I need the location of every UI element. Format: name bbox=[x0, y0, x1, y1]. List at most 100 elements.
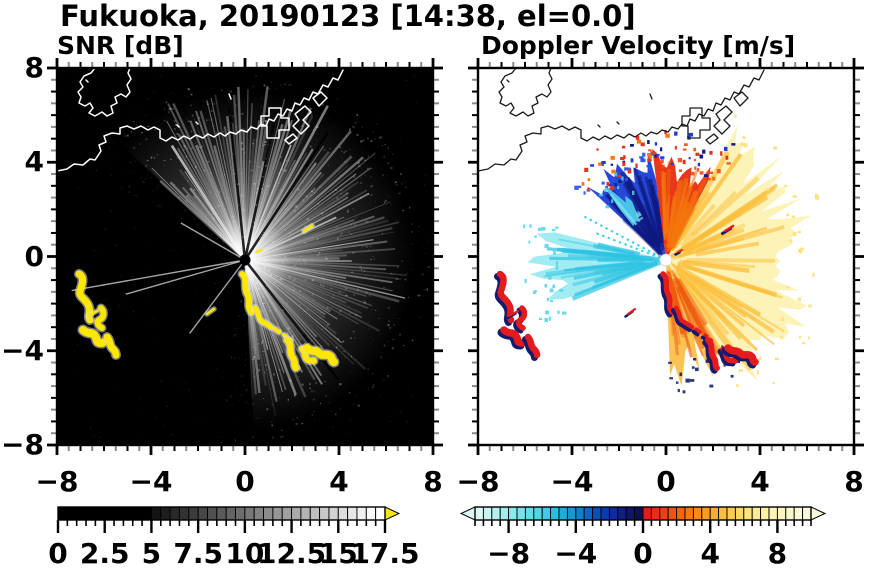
colorbar-tick-label: 10 bbox=[225, 537, 265, 570]
colorbar-block bbox=[113, 506, 124, 521]
x-tick-label: 8 bbox=[423, 465, 443, 498]
colorbar-tick-label: 12.5 bbox=[257, 537, 327, 570]
coast-mark bbox=[506, 79, 510, 83]
colorbar-tick-label: 0 bbox=[633, 537, 653, 570]
colorbar-block bbox=[751, 506, 762, 521]
coast-mark bbox=[195, 121, 199, 125]
x-tick-label: 0 bbox=[235, 465, 255, 498]
echo-patch bbox=[694, 327, 702, 334]
x-tick-label: 4 bbox=[329, 465, 349, 498]
colorbar-block bbox=[802, 506, 812, 521]
colorbar-block bbox=[566, 506, 577, 521]
snr-axes-frame bbox=[47, 58, 443, 455]
colorbar-tick-label: 15 bbox=[318, 537, 358, 570]
colorbar-block bbox=[197, 506, 208, 521]
colorbar-block bbox=[347, 506, 358, 521]
colorbar-block bbox=[94, 506, 106, 521]
dop-axes-frame bbox=[468, 58, 864, 455]
colorbar-over-arrow bbox=[384, 506, 401, 521]
echo-patch bbox=[103, 333, 120, 359]
doppler-wedge-cyan-patch bbox=[599, 172, 644, 227]
x-tick-label: −4 bbox=[550, 465, 594, 498]
colorbar-block bbox=[617, 506, 627, 521]
coast-mark bbox=[228, 93, 232, 100]
echo-patch bbox=[723, 224, 735, 233]
colorbar-block bbox=[583, 506, 594, 521]
colorbar-block bbox=[541, 506, 552, 521]
colorbar-tick-label: 8 bbox=[767, 537, 788, 570]
colorbar-under-arrow bbox=[459, 506, 476, 521]
doppler-dotted-rays bbox=[580, 214, 667, 261]
colorbar-block bbox=[793, 506, 804, 521]
radar-center-dot bbox=[659, 253, 673, 267]
colorbar-block bbox=[709, 506, 720, 521]
colorbar-block bbox=[608, 506, 619, 521]
doppler-wedge-west-cyan bbox=[523, 224, 666, 323]
y-tick-label: −8 bbox=[1, 428, 44, 461]
colorbar-block bbox=[684, 506, 694, 521]
coast-mark bbox=[597, 124, 601, 128]
coast-mark bbox=[176, 124, 180, 128]
colorbar-block bbox=[667, 506, 678, 521]
colorbar-block bbox=[634, 506, 644, 521]
colorbar-block bbox=[524, 506, 535, 521]
colorbar-block bbox=[188, 506, 199, 521]
snr-plot-border bbox=[55, 66, 435, 447]
y-tick-label: 0 bbox=[24, 239, 44, 273]
harbor-pier-outline bbox=[713, 105, 733, 135]
colorbar-tick-label: 5 bbox=[141, 537, 162, 570]
harbor-pier-outline bbox=[284, 133, 298, 145]
mainland-coast-outline bbox=[478, 69, 765, 172]
colorbar-block bbox=[474, 506, 484, 521]
colorbar-block bbox=[726, 506, 736, 521]
echo-patch bbox=[255, 248, 263, 254]
snr-lone-rays bbox=[71, 222, 246, 334]
doppler-scatter-pixels bbox=[581, 130, 736, 191]
harbor-pier-outline bbox=[260, 107, 290, 139]
echo-patch bbox=[673, 305, 695, 330]
echo-patch bbox=[273, 327, 281, 334]
doppler-panel-title: Doppler Velocity [m/s] bbox=[481, 31, 796, 60]
echo-patch bbox=[705, 337, 720, 371]
colorbar-block bbox=[122, 506, 134, 521]
colorbar-block bbox=[263, 506, 274, 521]
doppler-colorbar bbox=[459, 506, 827, 533]
colorbar-block bbox=[365, 506, 377, 521]
harbor-pier-outline bbox=[705, 133, 719, 145]
colorbar-block bbox=[104, 506, 115, 521]
coast-mark bbox=[649, 93, 653, 100]
colorbar-block bbox=[516, 506, 526, 521]
mainland-coast-outline bbox=[57, 69, 344, 172]
colorbar-block bbox=[160, 506, 171, 521]
x-tick-label: 8 bbox=[844, 465, 864, 498]
echo-patch bbox=[677, 249, 683, 253]
echo-patch bbox=[86, 309, 99, 318]
colorbar-block bbox=[659, 506, 669, 521]
colorbar-block bbox=[253, 506, 264, 521]
harbor-pier-outline bbox=[312, 91, 328, 107]
coastline bbox=[478, 68, 765, 172]
colorbar-block bbox=[491, 506, 501, 521]
colorbar-block bbox=[235, 506, 246, 521]
island-coast-outline bbox=[498, 68, 553, 117]
colorbar-tick-label: 17.5 bbox=[350, 537, 420, 570]
colorbar-tick-label: 0 bbox=[48, 537, 68, 570]
harbor-pier-outline bbox=[681, 107, 711, 139]
coastline bbox=[57, 68, 344, 172]
colorbar-block bbox=[244, 506, 255, 521]
echo-patch bbox=[94, 305, 107, 331]
harbor-pier-outline bbox=[733, 91, 749, 107]
y-tick-label: 8 bbox=[24, 51, 44, 84]
colorbar-block bbox=[85, 506, 96, 521]
colorbar-block bbox=[132, 506, 143, 521]
dop-plot-border bbox=[476, 66, 856, 447]
colorbar-block bbox=[309, 506, 321, 521]
colorbar-block bbox=[319, 506, 330, 521]
echo-patch bbox=[79, 326, 106, 347]
colorbar-tick-label: 7.5 bbox=[173, 537, 223, 570]
colorbar-block bbox=[550, 506, 560, 521]
coast-mark bbox=[616, 121, 620, 125]
echo-patch bbox=[252, 305, 274, 330]
echo-patch bbox=[205, 307, 216, 316]
